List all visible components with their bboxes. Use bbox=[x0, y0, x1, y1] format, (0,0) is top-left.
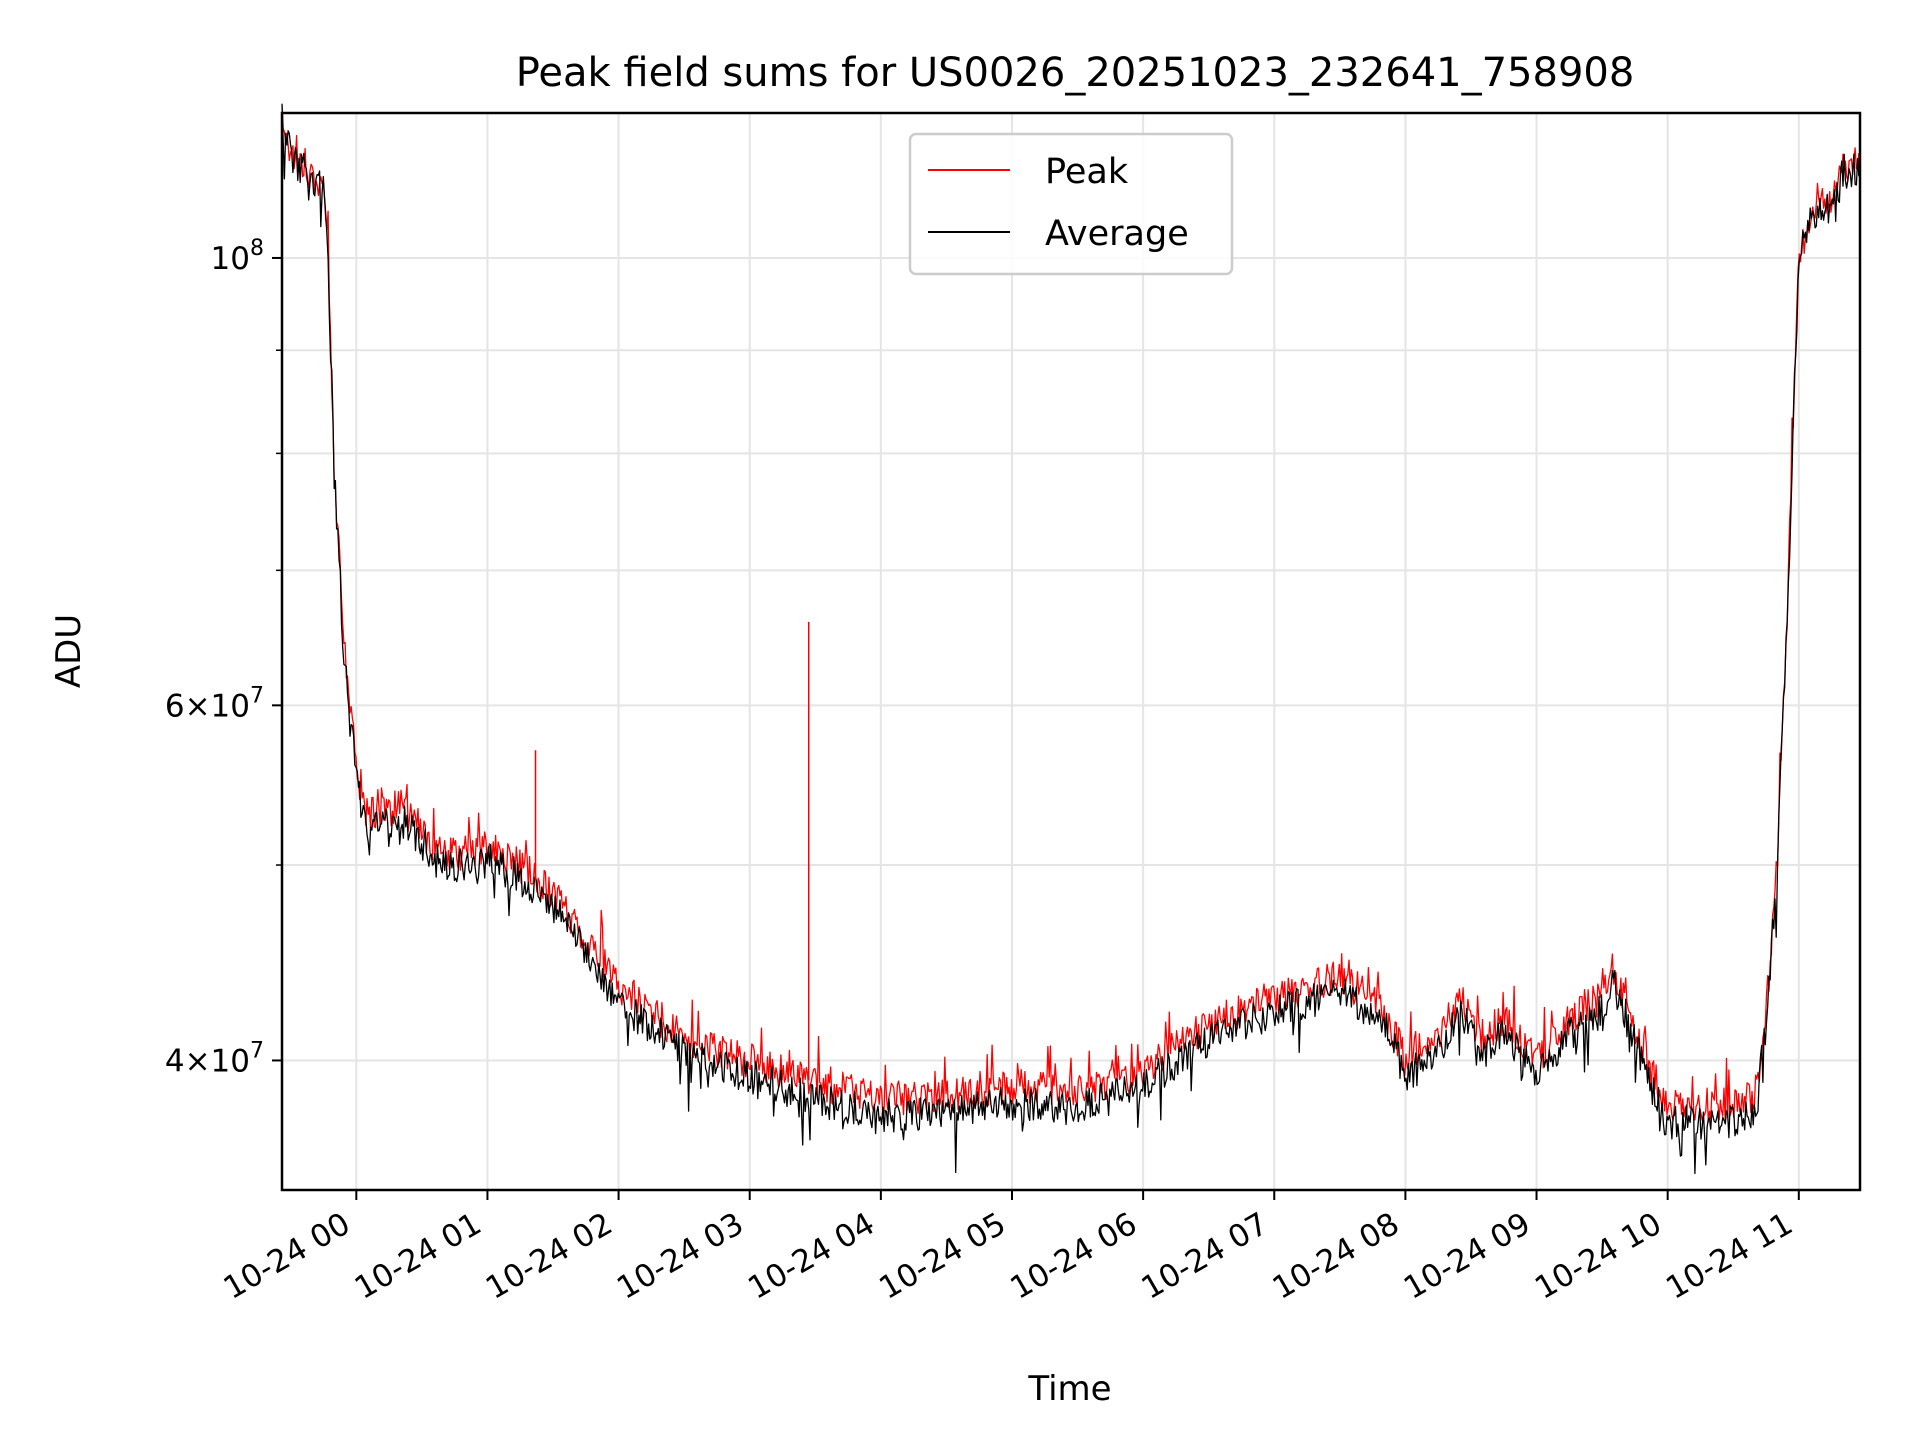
chart-title: Peak field sums for US0026_20251023_2326… bbox=[516, 50, 1635, 96]
x-tick-label: 10-24 01 bbox=[349, 1206, 488, 1307]
legend-label-peak: Peak bbox=[1045, 152, 1129, 192]
y-tick-label: 108 bbox=[211, 236, 264, 277]
y-tick-base: 10 bbox=[211, 241, 250, 277]
series-line-average bbox=[281, 103, 1861, 1175]
y-tick-label: 4×107 bbox=[165, 1038, 264, 1079]
y-tick-exponent: 7 bbox=[250, 683, 264, 708]
x-tick-label: 10-24 10 bbox=[1529, 1206, 1668, 1307]
x-tick-label: 10-24 06 bbox=[1004, 1206, 1143, 1307]
x-axis-label: Time bbox=[1027, 1369, 1111, 1409]
x-tick-label: 10-24 07 bbox=[1136, 1206, 1275, 1307]
series-layer bbox=[281, 103, 1861, 1175]
x-tick-label: 10-24 11 bbox=[1660, 1206, 1799, 1307]
x-tick-label: 10-24 02 bbox=[480, 1206, 619, 1307]
x-tick-label: 10-24 09 bbox=[1398, 1206, 1537, 1307]
y-tick-exponent: 8 bbox=[250, 236, 264, 261]
legend: Peak Average bbox=[908, 132, 1234, 276]
y-grid-lines bbox=[282, 256, 1860, 1062]
y-axis-label: ADU bbox=[49, 614, 89, 688]
y-tick-base: 6×10 bbox=[165, 688, 250, 724]
y-tick-base: 4×10 bbox=[165, 1043, 250, 1079]
plot-frame bbox=[280, 111, 1862, 1192]
y-tick-exponent: 7 bbox=[250, 1038, 264, 1063]
x-tick-label: 10-24 08 bbox=[1267, 1206, 1406, 1307]
x-tick-label: 10-24 00 bbox=[218, 1206, 357, 1307]
series-line-peak bbox=[281, 105, 1861, 1124]
x-tick-label: 10-24 04 bbox=[742, 1206, 881, 1307]
y-tick-label: 6×107 bbox=[165, 683, 264, 724]
x-tick-label: 10-24 05 bbox=[873, 1206, 1012, 1307]
x-grid-lines bbox=[355, 113, 1800, 1190]
legend-label-average: Average bbox=[1045, 214, 1189, 254]
x-tick-label: 10-24 03 bbox=[611, 1206, 750, 1307]
